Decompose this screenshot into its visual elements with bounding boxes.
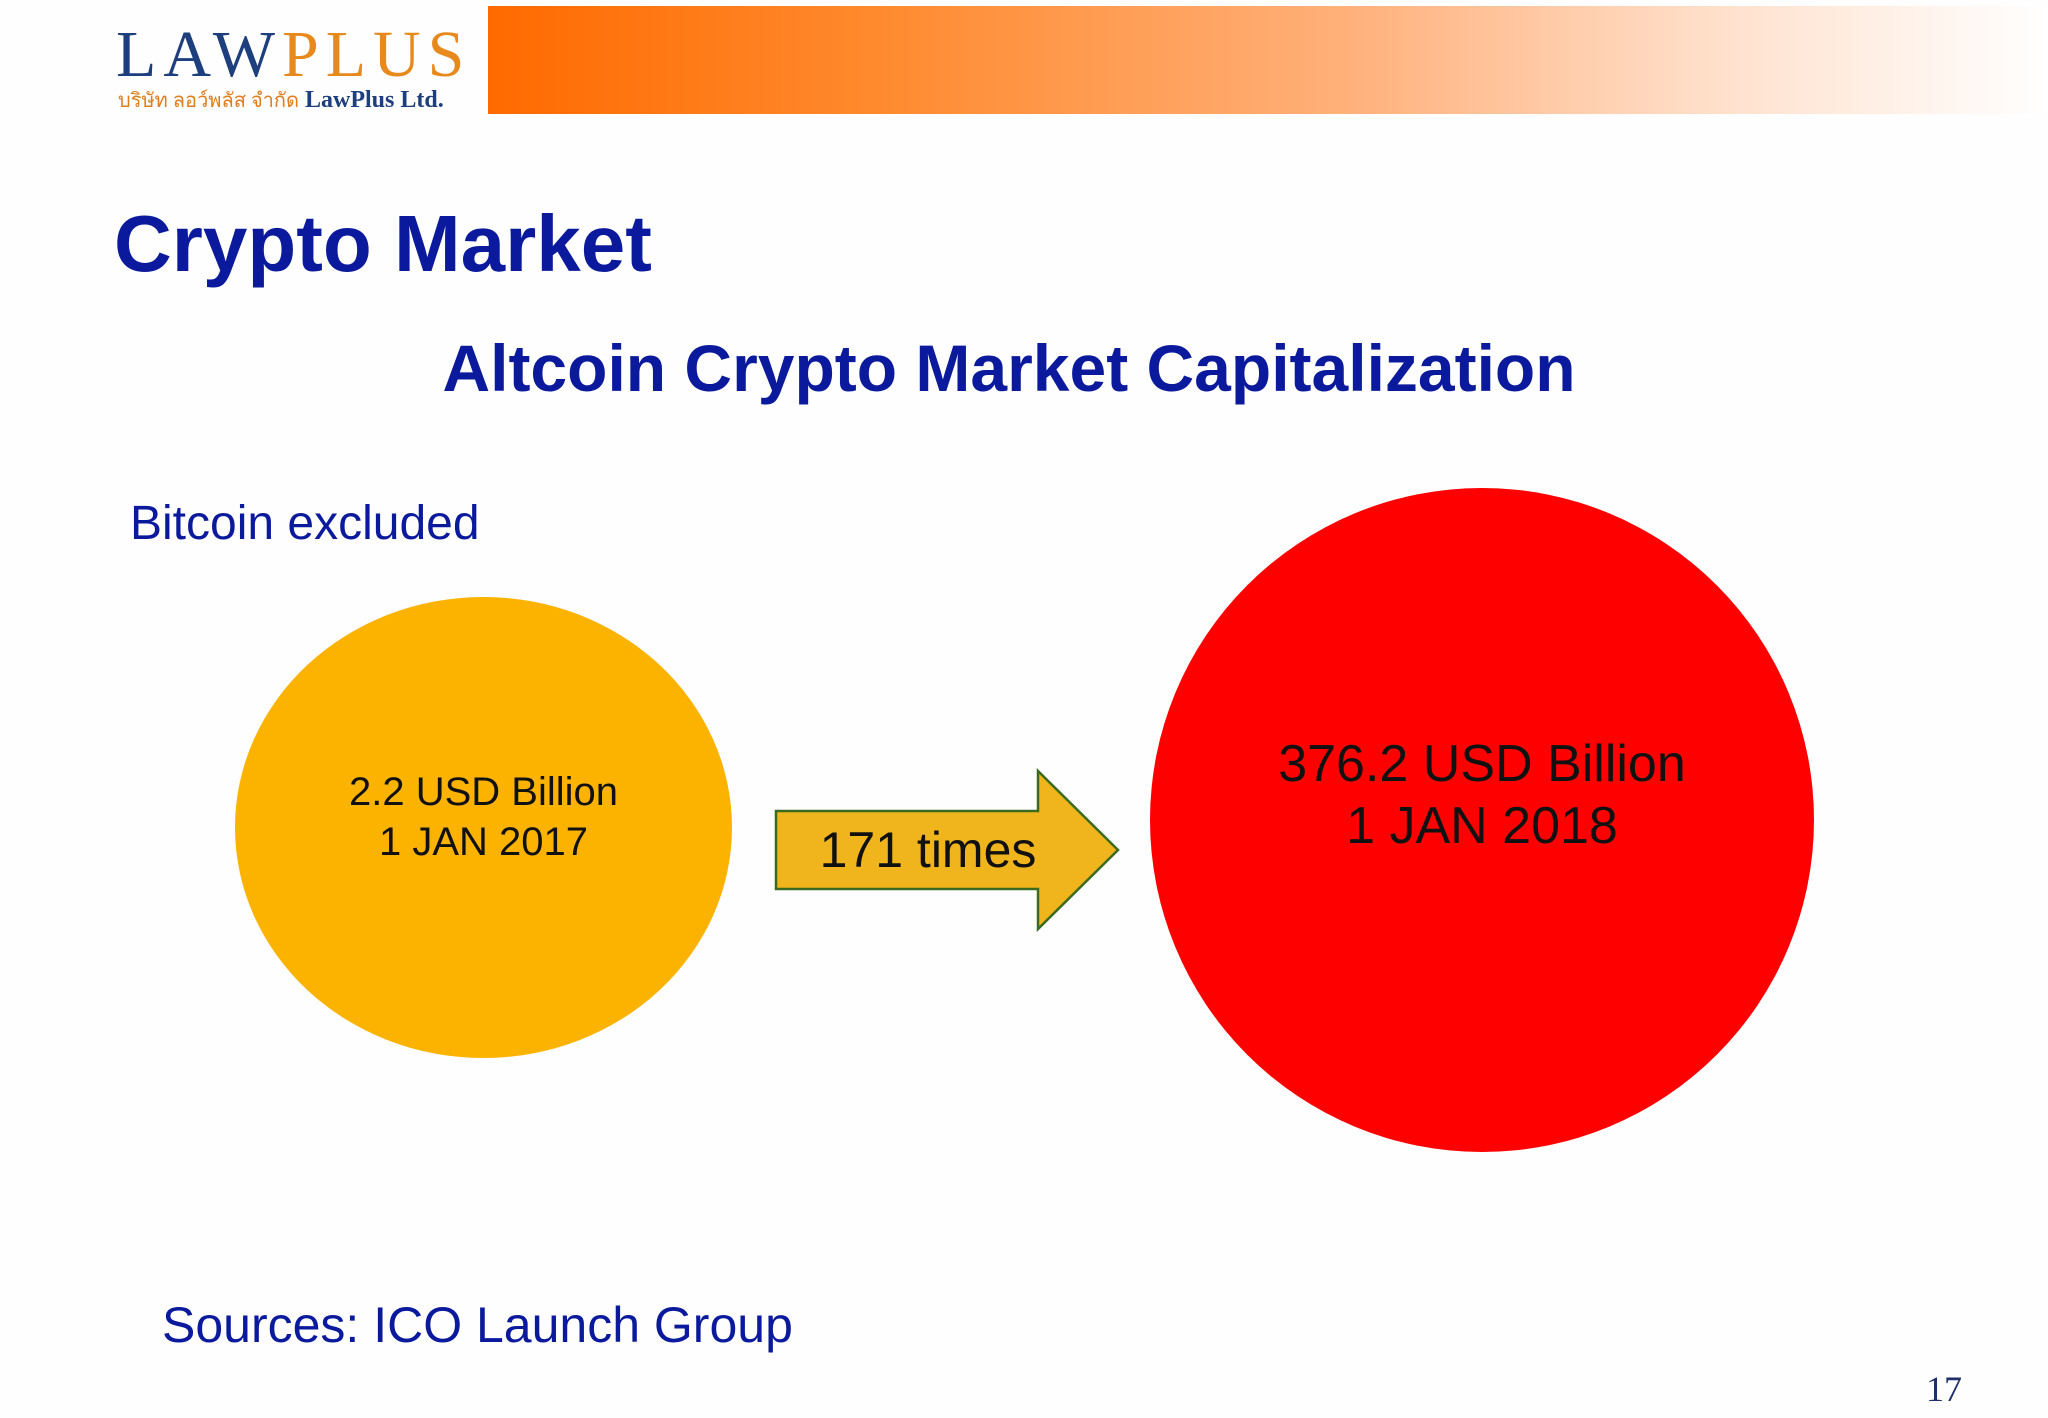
sources-note: Sources: ICO Launch Group — [162, 1297, 793, 1353]
market-cap-2017-circle: 2.2 USD Billion 1 JAN 2017 — [235, 597, 732, 1058]
market-cap-2018-circle: 376.2 USD Billion 1 JAN 2018 — [1150, 488, 1814, 1152]
market-cap-2017-value: 2.2 USD Billion — [348, 769, 618, 814]
market-cap-2017-date: 1 JAN 2017 — [378, 819, 589, 864]
growth-arrow: 171 times — [773, 768, 1121, 932]
slide-title: Crypto Market — [114, 199, 652, 288]
lawplus-logo: LAWPLUS บริษัท ลอว์พลัส จำกัด LawPlus Lt… — [112, 22, 482, 122]
logo-law: LAW — [116, 18, 282, 91]
slide-subtitle: Altcoin Crypto Market Capitalization — [442, 331, 1576, 405]
bitcoin-excluded-note: Bitcoin excluded — [130, 497, 480, 550]
header-gradient-bar — [488, 6, 2048, 114]
growth-multiplier-label: 171 times — [819, 822, 1037, 878]
page-number: 17 — [1926, 1369, 1962, 1409]
market-cap-2018-value: 376.2 USD Billion — [1278, 734, 1686, 793]
logo-company-name: LawPlus Ltd. — [305, 87, 444, 113]
logo-company-line: บริษัท ลอว์พลัส จำกัด LawPlus Ltd. — [118, 84, 444, 116]
logo-thai-name: บริษัท ลอว์พลัส จำกัด — [118, 90, 299, 112]
logo-wordmark: LAWPLUS — [116, 22, 471, 88]
market-cap-2018-date: 1 JAN 2018 — [1346, 797, 1618, 855]
logo-plus: PLUS — [282, 18, 472, 91]
arrow-right-icon — [774, 768, 1120, 932]
